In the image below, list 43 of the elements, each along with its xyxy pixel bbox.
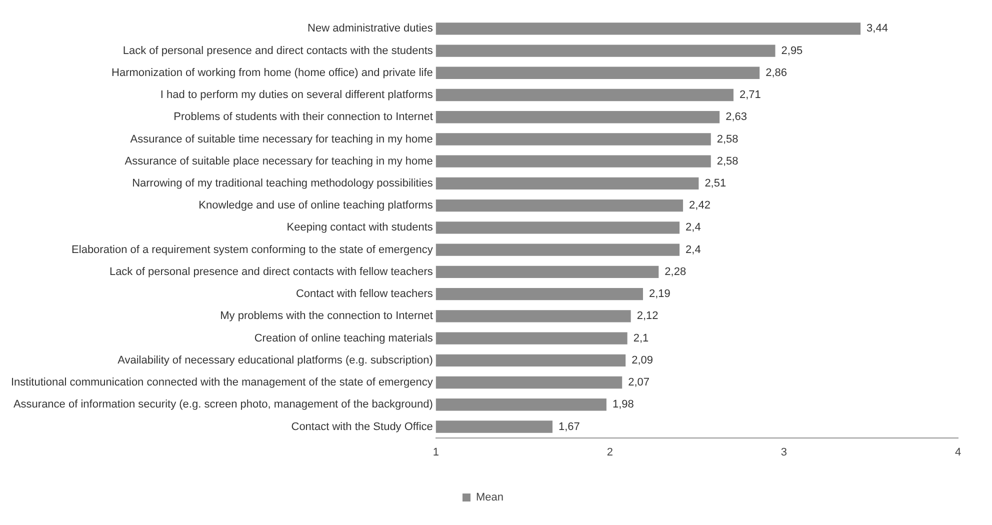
y-tick-label: Creation of online teaching materials xyxy=(254,332,434,344)
data-label: 2,07 xyxy=(628,376,650,389)
y-tick-label: New administrative duties xyxy=(308,22,434,35)
y-tick-label: Contact with fellow teachers xyxy=(296,288,434,300)
y-tick-label: Assurance of suitable time necessary for teaching in my home xyxy=(130,133,433,146)
data-label: 2,86 xyxy=(766,66,788,79)
data-label: 2,4 xyxy=(686,244,701,256)
y-tick-label: Problems of students with their connection to Internet xyxy=(174,111,433,124)
legend-label: Mean xyxy=(476,492,504,504)
data-label: 2,19 xyxy=(649,288,670,300)
data-label: 2,95 xyxy=(781,44,803,57)
y-tick-label: Narrowing of my traditional teaching methodology possibilities xyxy=(132,178,434,190)
y-tick-label: I had to perform my duties on several different platforms xyxy=(160,89,434,102)
data-label: 2,71 xyxy=(740,89,761,102)
data-label: 2,51 xyxy=(704,178,726,190)
data-label: 2,63 xyxy=(726,111,747,124)
y-tick-label: Keeping contact with students xyxy=(286,222,434,234)
data-label: 2,58 xyxy=(716,155,738,168)
data-label: 1,67 xyxy=(558,420,580,433)
y-tick-label: Lack of personal presence and direct contacts with fellow teachers xyxy=(109,266,434,278)
data-label: 2,1 xyxy=(633,332,649,344)
x-tick-label: 4 xyxy=(954,446,962,458)
y-tick-label: My problems with the connection to Internet xyxy=(220,310,433,322)
data-label: 2,42 xyxy=(689,200,710,212)
y-tick-label: Harmonization of working from home (home office) and private life xyxy=(112,66,433,79)
x-tick-label: 2 xyxy=(606,446,613,458)
y-tick-label: Institutional communication connected with the management of the state of emergency xyxy=(11,376,434,389)
data-label: 2,4 xyxy=(686,222,701,234)
data-label: 2,09 xyxy=(632,354,654,366)
x-tick-label: 3 xyxy=(780,446,788,458)
y-tick-label: Assurance of information security (e.g. screen photo, management of the background) xyxy=(13,398,433,411)
x-tick-label: 1 xyxy=(432,446,439,458)
data-label: 2,58 xyxy=(716,133,738,146)
y-tick-label: Lack of personal presence and direct contacts with the students xyxy=(122,44,434,57)
data-label: 1,98 xyxy=(612,398,634,411)
data-label: 2,12 xyxy=(636,310,658,322)
y-tick-label: Elaboration of a requirement system conforming to the state of emergency xyxy=(72,244,434,256)
data-label: 2,28 xyxy=(664,266,686,278)
y-tick-label: Availability of necessary educational platforms (e.g. subscription) xyxy=(118,354,433,366)
y-tick-label: Knowledge and use of online teaching platforms xyxy=(198,200,434,212)
y-tick-label: Assurance of suitable place necessary for teaching in my home xyxy=(124,155,433,168)
y-tick-label: Contact with the Study Office xyxy=(291,420,433,433)
data-label: 3,44 xyxy=(866,22,888,35)
